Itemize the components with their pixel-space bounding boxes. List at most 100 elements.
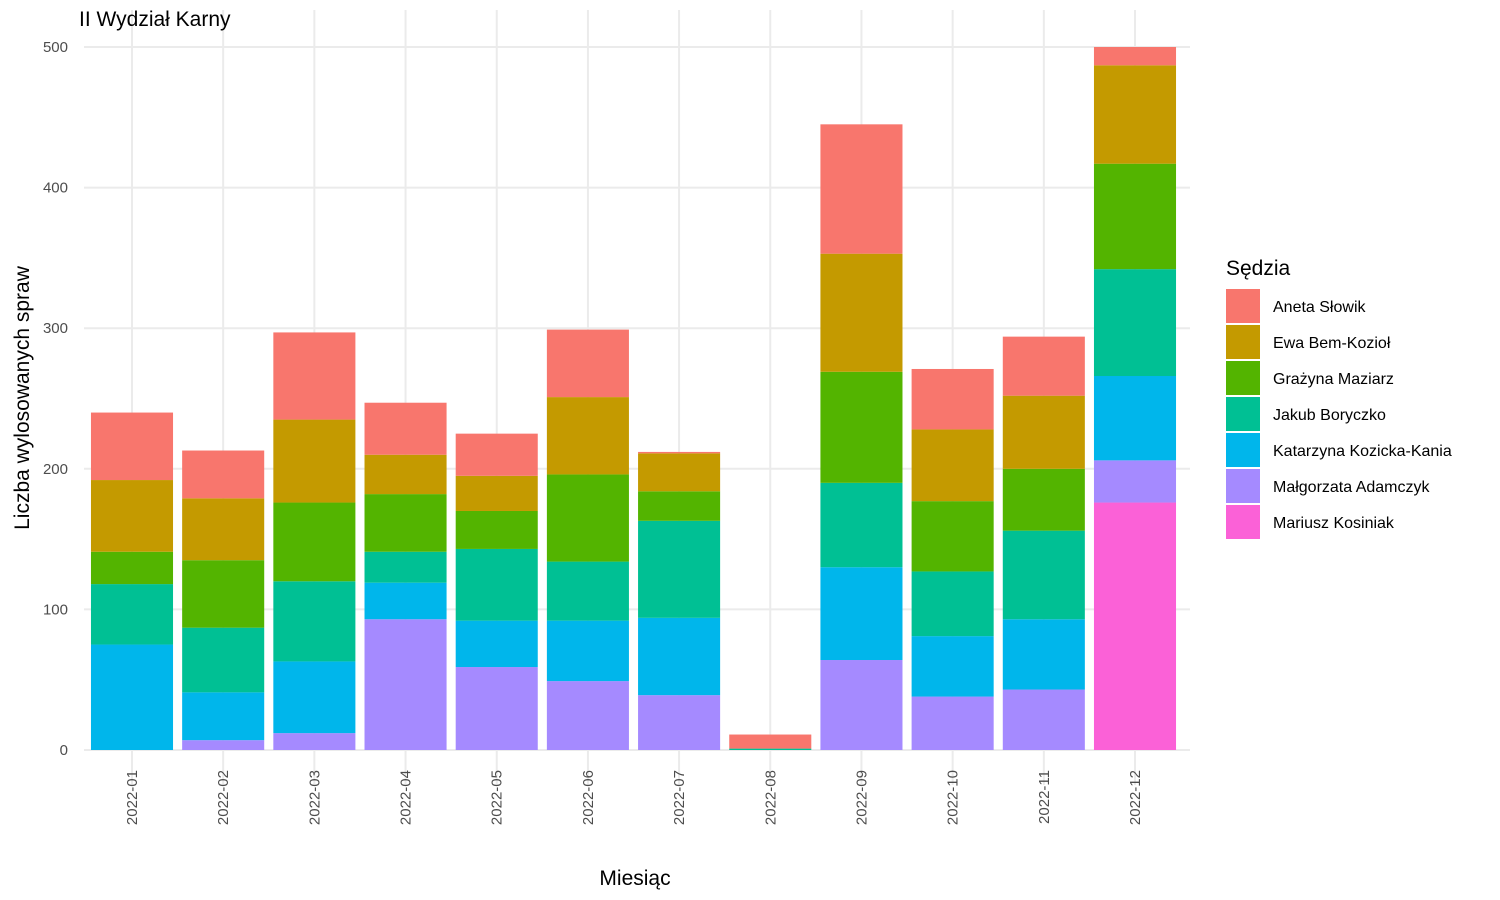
x-tick-label: 2022-08 <box>762 770 779 825</box>
bar-segment <box>182 450 265 499</box>
bar-segment <box>638 617 721 696</box>
bar-segment <box>546 397 629 475</box>
legend-label: Grażyna Maziarz <box>1273 371 1394 388</box>
bar-segment <box>911 571 994 637</box>
bar-segment <box>911 429 994 502</box>
legend-item: Aneta Słowik <box>1226 289 1366 323</box>
bar-segment <box>638 491 721 521</box>
x-tick-label: 2022-09 <box>853 770 870 825</box>
x-tick-label: 2022-03 <box>306 770 323 825</box>
legend-swatch <box>1226 433 1260 467</box>
legend-swatch <box>1226 325 1260 359</box>
bar-segment <box>820 124 903 254</box>
bar-segment <box>820 371 903 483</box>
x-tick-label: 2022-06 <box>580 770 597 825</box>
bar-segment <box>1093 376 1177 461</box>
bar-segment <box>455 510 538 549</box>
legend-swatch <box>1226 289 1260 323</box>
bar-segment <box>455 667 538 750</box>
bar-segment <box>911 636 994 697</box>
bar-segment <box>820 253 903 372</box>
x-tick-label: 2022-05 <box>489 770 506 825</box>
bar-segment <box>1093 269 1177 377</box>
bar-segment <box>1002 619 1085 690</box>
bar-segment <box>90 480 174 552</box>
legend-swatch <box>1226 397 1260 431</box>
legend-label: Jakub Boryczko <box>1273 407 1386 424</box>
legend-item: Jakub Boryczko <box>1226 397 1386 431</box>
bar-segment <box>182 560 265 628</box>
bar-segment <box>90 412 174 481</box>
bar-segment <box>182 627 265 693</box>
bar-segment <box>455 548 538 621</box>
legend-item: Grażyna Maziarz <box>1226 361 1394 395</box>
x-tick-label: 2022-02 <box>215 770 232 825</box>
bar-segment <box>638 453 721 492</box>
bar-segment <box>273 332 356 420</box>
legend-label: Małgorzata Adamczyk <box>1273 479 1431 496</box>
bar-segment <box>90 551 174 585</box>
bar-segment <box>1093 47 1177 66</box>
chart-title: II Wydział Karny <box>79 8 231 31</box>
legend-swatch <box>1226 505 1260 539</box>
bar-segment <box>820 660 903 750</box>
bar-segment <box>546 681 629 750</box>
bar-segment <box>546 474 629 562</box>
bar-segment <box>273 419 356 503</box>
bar-segment <box>1093 163 1177 270</box>
y-tick-label: 500 <box>43 39 68 56</box>
bar-segment <box>455 433 538 476</box>
bar-segment <box>820 567 903 661</box>
bar-segment <box>1002 530 1085 620</box>
bar-segment <box>273 733 356 750</box>
y-tick-label: 300 <box>43 320 68 337</box>
legend-item: Ewa Bem-Kozioł <box>1226 325 1391 359</box>
bar-segment <box>364 402 447 455</box>
bar-segment <box>455 620 538 668</box>
bar-segment <box>1093 460 1177 503</box>
bar-segment <box>90 584 174 645</box>
x-tick-label: 2022-11 <box>1036 770 1053 824</box>
y-tick-label: 0 <box>60 742 68 759</box>
legend-title: Sędzia <box>1226 257 1291 280</box>
legend-swatch <box>1226 469 1260 503</box>
bar-segment <box>729 734 812 749</box>
bar-segment <box>911 501 994 572</box>
x-tick-label: 2022-10 <box>945 770 962 825</box>
y-tick-label: 200 <box>43 461 68 478</box>
y-tick-label: 100 <box>43 601 68 618</box>
bar-segment <box>364 454 447 495</box>
bar-segment <box>273 661 356 734</box>
bar-segment <box>455 475 538 511</box>
bar-segment <box>90 644 174 750</box>
legend-label: Mariusz Kosiniak <box>1273 515 1395 532</box>
legend-label: Aneta Słowik <box>1273 299 1366 316</box>
bar-segment <box>364 494 447 552</box>
bar-segment <box>182 498 265 561</box>
bar-segment <box>364 551 447 583</box>
bar-segment <box>364 582 447 620</box>
y-tick-label: 400 <box>43 180 68 197</box>
legend-item: Małgorzata Adamczyk <box>1226 469 1431 503</box>
bar-segment <box>546 620 629 682</box>
bar-segment <box>182 692 265 741</box>
legend: Sędzia Aneta Słowik Ewa Bem-Kozioł Grażyna… <box>1226 257 1452 539</box>
bar-segment <box>729 748 812 750</box>
bar-segment <box>546 561 629 621</box>
bar-segment <box>911 696 994 750</box>
bar-segment <box>364 619 447 750</box>
bar-segment <box>820 482 903 568</box>
bar-segment <box>546 329 629 398</box>
bar-segment <box>911 368 994 430</box>
bar-segment <box>182 740 265 750</box>
x-tick-label: 2022-12 <box>1127 770 1144 825</box>
bar-segment <box>638 695 721 750</box>
bar-segment <box>273 581 356 662</box>
legend-items: Aneta Słowik Ewa Bem-Kozioł Grażyna Maziar… <box>1226 289 1452 539</box>
bar-segment <box>1002 468 1085 531</box>
bars <box>90 47 1177 750</box>
x-tick-label: 2022-04 <box>398 770 415 825</box>
bar-segment <box>638 451 721 454</box>
bar-segment <box>1093 502 1177 750</box>
